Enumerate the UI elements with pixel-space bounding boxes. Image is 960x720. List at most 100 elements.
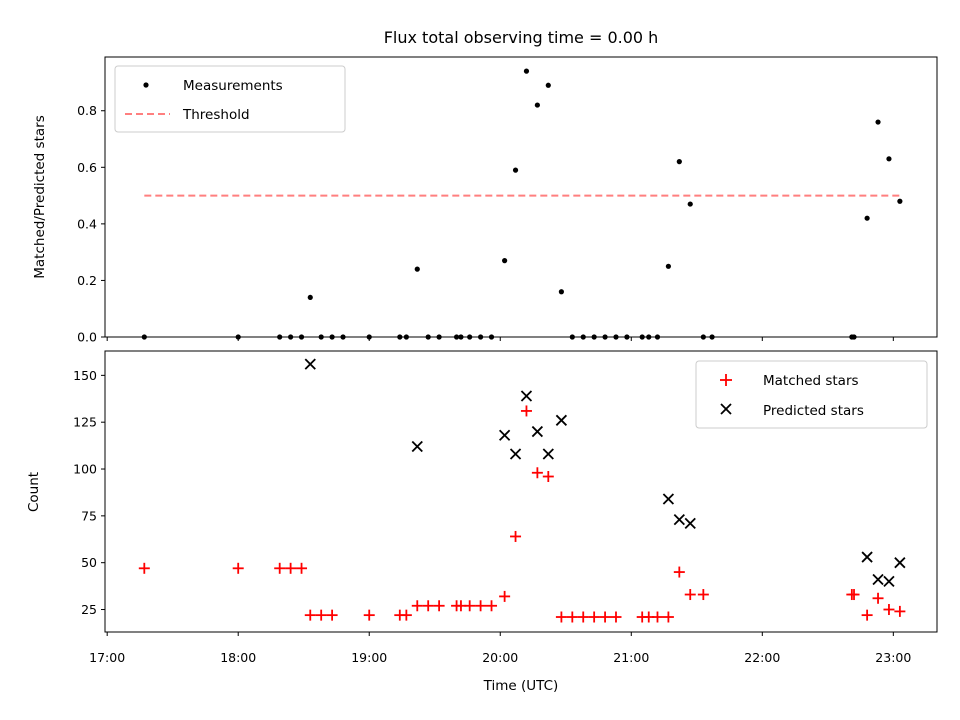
matched-star-point <box>566 611 578 623</box>
predicted-star-point <box>509 448 522 460</box>
bottom-y-tick-label: 100 <box>73 462 97 477</box>
matched-star-point <box>848 589 860 601</box>
bottom-legend-box <box>695 360 928 429</box>
bottom-y-axis-label: Count <box>26 472 42 512</box>
bottom-y-tick-label: 25 <box>81 602 97 617</box>
measurement-point <box>307 294 313 301</box>
legend-threshold-label: Threshold <box>182 107 250 123</box>
top-legend: Measurements Threshold <box>114 65 346 133</box>
top-y-axis-label: Matched/Predicted stars <box>32 115 48 278</box>
predicted-star-point <box>531 425 544 438</box>
bottom-x-tick-label: 21:00 <box>613 650 649 665</box>
matched-star-point <box>673 566 685 578</box>
bottom-x-axis: 17:00 18:00 19:00 20:00 21:00 22:00 23:00 <box>89 632 911 665</box>
bottom-y-tick-label: 75 <box>81 508 97 523</box>
matched-star-point <box>315 609 327 621</box>
matched-star-point <box>363 609 375 621</box>
bottom-y-tick-label: 150 <box>73 368 97 383</box>
bottom-axes-frame <box>104 350 938 633</box>
matched-star-point <box>883 604 895 616</box>
bottom-plot-area <box>138 358 906 623</box>
measurement-point <box>512 167 519 173</box>
measurement-point <box>665 263 672 269</box>
bottom-x-tick-label: 18:00 <box>220 650 256 665</box>
predicted-star-point <box>542 448 554 460</box>
bottom-x-tick-label: 17:00 <box>89 650 125 665</box>
predicted-star-point <box>304 358 316 370</box>
top-y-tick-label: 0.6 <box>77 160 97 175</box>
measurement-point <box>545 82 551 88</box>
measurement-point <box>864 215 870 221</box>
matched-star-point <box>520 405 532 417</box>
matched-star-point <box>400 609 412 621</box>
matched-star-point <box>588 611 600 623</box>
matched-star-point <box>531 467 543 479</box>
bottom-y-tick-label: 50 <box>81 555 97 570</box>
predicted-star-point <box>498 429 511 441</box>
predicted-star-point <box>662 493 675 505</box>
predicted-star-point <box>411 440 423 453</box>
legend-measurements-label: Measurements <box>183 78 283 94</box>
measurement-point <box>676 159 682 165</box>
bottom-legend: Matched stars Predicted stars <box>695 360 928 429</box>
bottom-x-tick-label: 20:00 <box>482 650 518 665</box>
matched-star-point <box>510 530 522 542</box>
matched-star-point <box>872 592 884 604</box>
matched-star-point <box>422 600 434 612</box>
measurement-point <box>558 289 564 295</box>
measurement-point <box>886 156 892 162</box>
top-y-axis: 0.0 0.2 0.4 0.6 0.8 <box>77 103 105 345</box>
predicted-star-point <box>883 575 895 588</box>
predicted-star-point <box>555 414 568 426</box>
bottom-x-tick-label: 22:00 <box>744 650 780 665</box>
measurement-point <box>414 266 420 272</box>
measurement-point <box>875 119 881 125</box>
predicted-star-point <box>520 390 533 402</box>
matched-star-point <box>542 471 554 483</box>
matched-star-point <box>599 611 611 623</box>
measurement-point <box>534 102 540 108</box>
predicted-star-point <box>684 517 696 529</box>
matched-star-point <box>285 562 297 574</box>
matched-star-point <box>697 589 709 601</box>
predicted-star-point <box>872 573 884 586</box>
measurement-point <box>523 68 530 74</box>
matched-star-point <box>555 611 567 623</box>
top-y-tick-label: 0.4 <box>77 216 97 231</box>
top-axes-frame <box>104 56 938 338</box>
top-y-tick-label: 0.8 <box>77 103 97 118</box>
matched-star-point <box>274 562 286 574</box>
measurement-point <box>502 258 508 264</box>
legend-matched-marker <box>720 374 732 386</box>
matched-star-point <box>326 609 338 621</box>
matched-star-point <box>894 605 906 617</box>
matched-star-point <box>296 562 308 574</box>
bottom-x-axis-label: Time (UTC) <box>483 678 559 694</box>
matched-star-point <box>232 562 244 574</box>
bottom-y-tick-label: 125 <box>73 415 97 430</box>
matched-star-point <box>610 611 622 623</box>
matched-star-point <box>662 611 674 623</box>
matched-star-point <box>464 600 476 612</box>
chart-title: Flux total observing time = 0.00 h <box>384 28 659 47</box>
measurement-point <box>687 201 693 207</box>
matched-star-point <box>861 609 873 621</box>
matched-star-point <box>651 611 663 623</box>
legend-predicted-marker <box>720 403 732 415</box>
predicted-star-point <box>861 551 873 563</box>
top-y-tick-label: 0.0 <box>77 330 97 345</box>
measurement-point <box>897 198 903 204</box>
bottom-x-tick-label: 19:00 <box>351 650 387 665</box>
bottom-y-axis: 25 50 75 100 125 150 <box>73 368 105 617</box>
top-plot-area <box>141 68 903 340</box>
legend-predicted-label: Predicted stars <box>763 403 864 419</box>
top-y-tick-label: 0.2 <box>77 273 97 288</box>
legend-matched-label: Matched stars <box>763 373 859 389</box>
predicted-star-point <box>673 513 685 526</box>
matched-star-point <box>304 609 316 621</box>
bottom-axes: 25 50 75 100 125 150 17:00 18:00 19:00 20:00 21:0… <box>26 350 938 694</box>
matched-star-point <box>684 589 696 601</box>
bottom-x-tick-label: 23:00 <box>875 650 911 665</box>
top-axes: 0.00.20.40.60.8 Matched/Predicted stars … <box>32 56 938 345</box>
